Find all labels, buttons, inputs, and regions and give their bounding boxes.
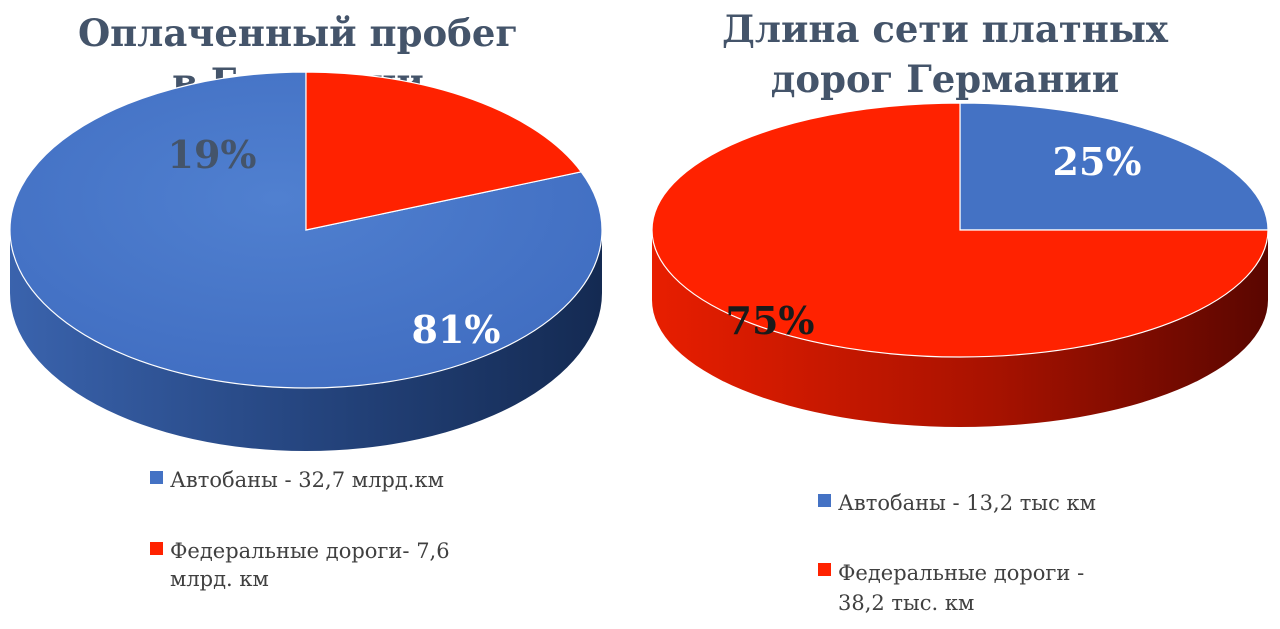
pie-chart-2: Длина сети платных дорог Германии 25% 75% Ав… [651,7,1269,615]
legend-swatch [150,542,163,555]
legend-label: Федеральные дороги- 7,6 [170,539,450,563]
data-label: 81% [412,307,501,352]
legend-swatch [818,563,831,576]
legend-label: Автобаны - 13,2 тыс км [838,491,1096,515]
legend-label: 38,2 тыс. км [838,591,974,615]
pie-slice [651,102,1269,358]
legend-swatch [818,494,831,507]
pie-slice [959,102,1269,231]
data-label: 19% [168,132,257,177]
pie-slice [9,71,603,389]
chart-title-line: дорог Германии [771,57,1119,101]
legend-label: млрд. км [170,567,269,591]
chart-title-line: Длина сети платных [722,7,1169,51]
pie-slice-side [10,230,602,451]
legend-swatch [150,471,163,484]
data-label: 25% [1053,139,1142,184]
chart-title-line: Оплаченный пробег [78,11,518,55]
data-label: 75% [726,298,815,343]
pie-slice-side [652,230,1268,427]
pie-slice [305,71,583,231]
legend-label: Автобаны - 32,7 млрд.км [170,468,444,492]
legend-label: Федеральные дороги - [838,561,1084,585]
pie-chart-1: Оплаченный пробегв Германии81%19%Автобан… [9,11,603,591]
